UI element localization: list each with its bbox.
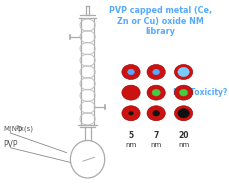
- Circle shape: [146, 85, 165, 100]
- Text: NM Toxicity?: NM Toxicity?: [172, 88, 226, 97]
- Text: 5: 5: [128, 131, 133, 140]
- Circle shape: [152, 110, 159, 116]
- Text: PVP: PVP: [3, 140, 17, 149]
- Text: 20: 20: [177, 131, 188, 140]
- Circle shape: [174, 64, 192, 80]
- Circle shape: [177, 67, 188, 77]
- Text: nm: nm: [177, 142, 188, 148]
- Text: nm: nm: [125, 142, 136, 148]
- Circle shape: [152, 69, 159, 75]
- Text: 3: 3: [16, 125, 19, 130]
- Circle shape: [127, 69, 134, 75]
- Text: PVP capped metal (Ce,
Zn or Cu) oxide NM
library: PVP capped metal (Ce, Zn or Cu) oxide NM…: [109, 6, 211, 36]
- Circle shape: [121, 85, 139, 100]
- Circle shape: [128, 111, 133, 115]
- Text: 7: 7: [153, 131, 158, 140]
- Circle shape: [179, 89, 187, 96]
- Circle shape: [177, 108, 188, 118]
- Text: M(NO: M(NO: [3, 126, 22, 132]
- Text: )x(s): )x(s): [18, 126, 34, 132]
- Circle shape: [146, 106, 165, 121]
- Circle shape: [128, 90, 133, 95]
- Text: nm: nm: [150, 142, 161, 148]
- Circle shape: [151, 89, 160, 96]
- Circle shape: [174, 85, 192, 100]
- Circle shape: [174, 106, 192, 121]
- Circle shape: [146, 64, 165, 80]
- Circle shape: [121, 106, 139, 121]
- Circle shape: [121, 64, 139, 80]
